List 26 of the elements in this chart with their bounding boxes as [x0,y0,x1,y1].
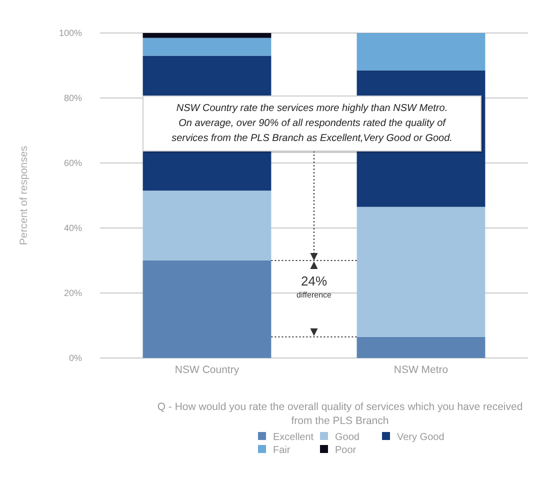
y-tick-label: 0% [68,353,82,364]
legend-label: Very Good [397,432,444,443]
y-axis-title: Percent of responses [18,146,30,246]
legend-label: Excellent [273,432,314,443]
legend-label: Fair [273,445,291,456]
x-tick-label: NSW Metro [394,364,448,376]
x-axis-title: Q - How would you rate the overall quality of services which you have received from the PLS Branch [157,401,523,427]
bar [142,190,272,260]
y-tick-label: 20% [64,288,82,298]
bar [356,206,486,337]
legend-label: Poor [335,445,357,456]
legend-label: Good [335,432,360,443]
x-tick-label: NSW Country [174,364,240,376]
y-tick-label: 100% [58,28,82,38]
annotation: NSW Country rate the services more highly than NSW Metro. On average, over 90% of all respondents rated the quality of services from the PLS Branch as Excellent,Very Good or Good. [172,103,452,144]
annotation: difference [296,290,332,300]
bar [142,33,272,38]
text-box: NSW Country rate the services more highly than NSW Metro. On average, over 90% of all respondents rated the quality of services from the PLS Branch as Excellent,Very Good or Good. [142,96,483,153]
bar [356,336,486,358]
y-tick-label: 60% [64,158,82,168]
bar [142,260,272,358]
y-tick-label: 80% [64,93,82,104]
y-tick-label: 40% [64,223,82,234]
bar [142,38,272,56]
annotation: 24% [300,274,328,288]
bar [356,33,486,70]
